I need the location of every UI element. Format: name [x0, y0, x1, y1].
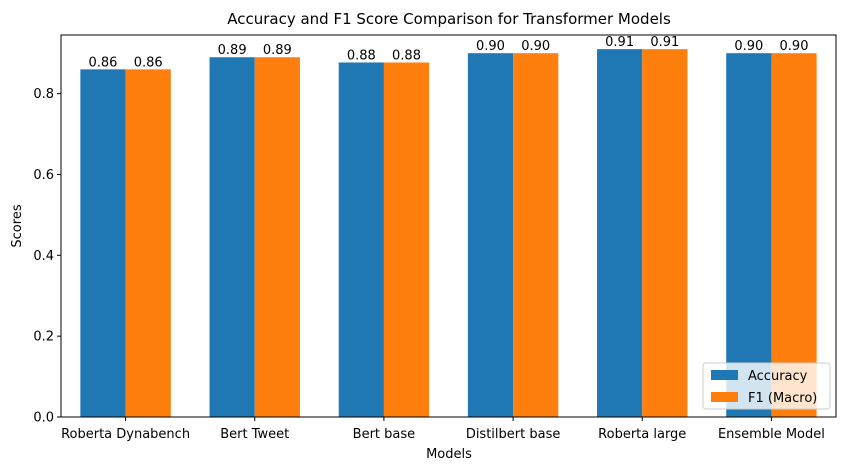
bar-f1-macro: [771, 53, 817, 417]
data-label-f1-macro: 0.90: [780, 39, 809, 54]
x-tick-label: Bert base: [353, 427, 415, 442]
data-label-accuracy: 0.90: [476, 39, 505, 54]
x-tick-label: Bert Tweet: [220, 427, 289, 442]
bar-f1-macro: [642, 49, 688, 418]
y-tick-label: 0.6: [33, 168, 54, 183]
data-label-f1-macro: 0.86: [134, 55, 163, 70]
data-label-accuracy: 0.91: [605, 35, 634, 50]
x-tick-label: Roberta large: [598, 427, 686, 442]
legend-swatch-f1: [711, 392, 738, 402]
data-label-accuracy: 0.89: [218, 43, 247, 58]
y-axis: 0.0 0.2 0.4 0.6 0.8: [33, 87, 61, 426]
legend-label-f1: F1 (Macro): [748, 391, 817, 406]
data-label-f1-macro: 0.88: [392, 48, 421, 63]
x-axis: Roberta Dynabench Bert Tweet Bert base Dist…: [61, 417, 825, 442]
bar-accuracy: [338, 62, 384, 418]
x-tick-label: Ensemble Model: [718, 427, 825, 442]
data-label-accuracy: 0.86: [89, 55, 118, 70]
data-label-f1-macro: 0.89: [263, 43, 292, 58]
bar-f1-macro: [513, 53, 559, 417]
bar-f1-macro: [383, 62, 430, 418]
data-labels-group: 0.86 0.89 0.88 0.90 0.91 0.90 0.86 0.89 0.88 0.90…: [89, 35, 809, 70]
data-label-f1-macro: 0.91: [650, 35, 679, 50]
x-tick-label: Roberta Dynabench: [61, 427, 190, 442]
y-tick-label: 0.8: [33, 87, 54, 102]
bar-f1-macro: [125, 69, 171, 417]
bar-accuracy: [597, 49, 643, 418]
x-tick-label: Distilbert base: [466, 427, 561, 442]
y-tick-label: 0.0: [33, 411, 54, 426]
legend-swatch-accuracy: [711, 370, 738, 380]
y-axis-label: Scores: [10, 204, 25, 247]
data-label-f1-macro: 0.90: [521, 39, 550, 54]
bars-group: [80, 49, 817, 418]
data-label-accuracy: 0.90: [734, 39, 763, 54]
y-tick-label: 0.2: [33, 330, 54, 345]
y-tick-label: 0.4: [33, 249, 54, 264]
bar-accuracy: [726, 53, 772, 417]
bar-f1-macro: [254, 57, 300, 418]
chart-title: Accuracy and F1 Score Comparison for Tra…: [227, 10, 671, 28]
plot-frame: [60, 34, 837, 418]
bar-accuracy: [80, 69, 126, 417]
data-label-accuracy: 0.88: [347, 48, 376, 63]
legend: Accuracy F1 (Macro): [702, 362, 831, 410]
legend-label-accuracy: Accuracy: [748, 369, 808, 384]
bar-accuracy: [467, 53, 514, 417]
bar-accuracy: [209, 57, 255, 418]
x-axis-label: Models: [426, 447, 472, 462]
